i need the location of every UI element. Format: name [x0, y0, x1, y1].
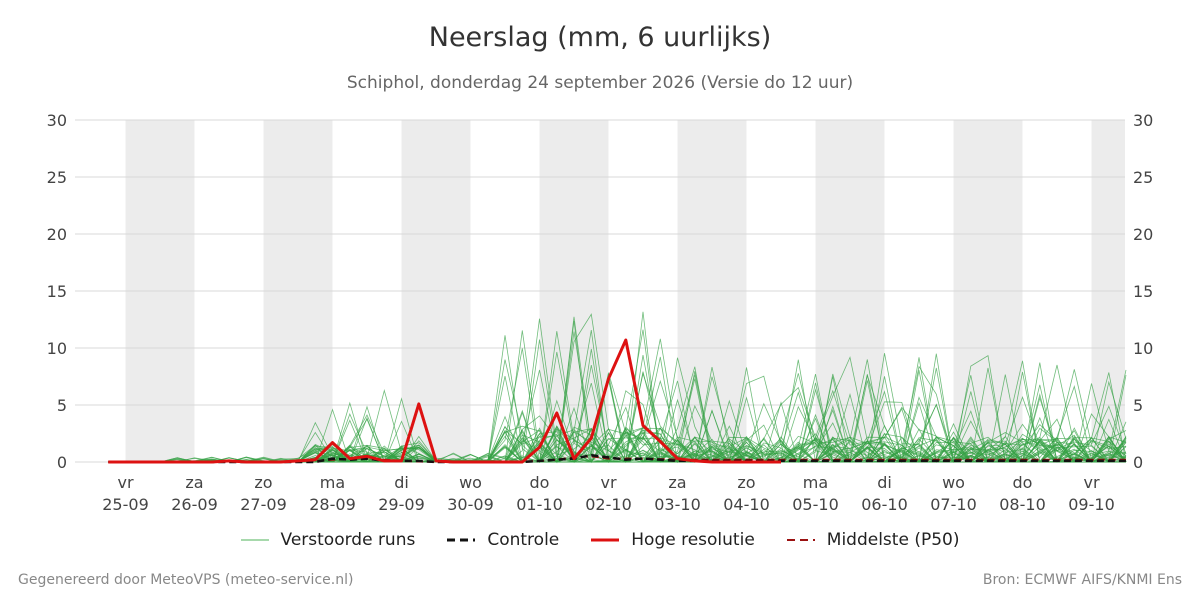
x-tick-day: wo	[459, 473, 482, 492]
y-tick-label-right: 25	[1133, 168, 1153, 187]
x-tick-day: ma	[320, 473, 345, 492]
x-tick-date: 30-09	[447, 495, 494, 514]
x-tick-date: 28-09	[309, 495, 356, 514]
y-tick-label-left: 0	[57, 453, 67, 472]
y-tick-label-left: 10	[47, 339, 67, 358]
legend-label-hoge-resolutie: Hoge resolutie	[631, 530, 755, 550]
chart-title: Neerslag (mm, 6 uurlijks)	[428, 22, 772, 53]
x-tick-day: vr	[600, 473, 616, 492]
legend-item-controle[interactable]: Controle	[447, 530, 559, 550]
y-tick-label-right: 30	[1133, 111, 1153, 130]
x-tick-day: wo	[942, 473, 965, 492]
y-tick-label-left: 30	[47, 111, 67, 130]
y-tick-label-right: 15	[1133, 282, 1153, 301]
y-tick-label-right: 10	[1133, 339, 1153, 358]
legend: Verstoorde runs Controle Hoge resolutie …	[0, 530, 1200, 550]
x-tick-date: 01-10	[516, 495, 563, 514]
x-tick-date: 05-10	[792, 495, 839, 514]
legend-swatch-p50	[786, 539, 815, 541]
y-tick-label-left: 5	[57, 396, 67, 415]
x-tick-date: 03-10	[654, 495, 701, 514]
legend-swatch-hoge-resolutie	[591, 538, 620, 542]
y-tick-label-left: 15	[47, 282, 67, 301]
main-series	[108, 338, 1126, 464]
y-tick-label-right: 0	[1133, 453, 1143, 472]
legend-swatch-verstoorde	[240, 539, 269, 541]
chart-subtitle: Schiphol, donderdag 24 september 2026 (V…	[346, 73, 854, 93]
x-tick-date: 06-10	[861, 495, 908, 514]
legend-swatch-controle	[447, 538, 476, 542]
x-tick-day: vr	[1083, 473, 1099, 492]
x-tick-date: 29-09	[378, 495, 425, 514]
x-tick-date: 04-10	[723, 495, 770, 514]
x-tick-day: zo	[254, 473, 272, 492]
x-tick-date: 09-10	[1068, 495, 1115, 514]
x-tick-day: di	[877, 473, 892, 492]
legend-label-controle: Controle	[487, 530, 560, 550]
x-tick-day: zo	[737, 473, 755, 492]
x-tick-date: 25-09	[102, 495, 149, 514]
legend-item-hoge-resolutie[interactable]: Hoge resolutie	[591, 530, 755, 550]
x-tick-date: 08-10	[999, 495, 1046, 514]
legend-item-verstoorde[interactable]: Verstoorde runs	[240, 530, 416, 550]
y-tick-label-right: 20	[1133, 225, 1153, 244]
footer-source: Bron: ECMWF AIFS/KNMI Ens	[982, 572, 1182, 588]
x-tick-day: za	[668, 473, 686, 492]
y-tick-label-right: 5	[1133, 396, 1143, 415]
x-tick-day: do	[530, 473, 550, 492]
x-tick-date: 07-10	[930, 495, 977, 514]
x-tick-date: 02-10	[585, 495, 632, 514]
x-tick-day: vr	[117, 473, 133, 492]
x-tick-day: za	[185, 473, 203, 492]
x-tick-date: 27-09	[240, 495, 287, 514]
legend-label-p50: Middelste (P50)	[826, 530, 960, 550]
y-tick-label-left: 25	[47, 168, 67, 187]
y-tick-label-left: 20	[47, 225, 67, 244]
axes: 0 0 5 5 10 10 15 15 20 20 25 25 30 30 vr 25-09 za 26-09 zo…	[47, 111, 1154, 514]
perturbed-run-line	[125, 353, 1127, 463]
x-tick-day: ma	[803, 473, 828, 492]
x-tick-day: di	[394, 473, 409, 492]
series-line-hoge-resolutie	[108, 338, 781, 464]
x-tick-date: 26-09	[171, 495, 218, 514]
x-tick-day: do	[1013, 473, 1033, 492]
legend-label-verstoorde: Verstoorde runs	[280, 530, 416, 550]
footer-generated-by: Gegenereerd door MeteoVPS (meteo-service…	[18, 572, 354, 588]
legend-item-p50[interactable]: Middelste (P50)	[786, 530, 960, 550]
